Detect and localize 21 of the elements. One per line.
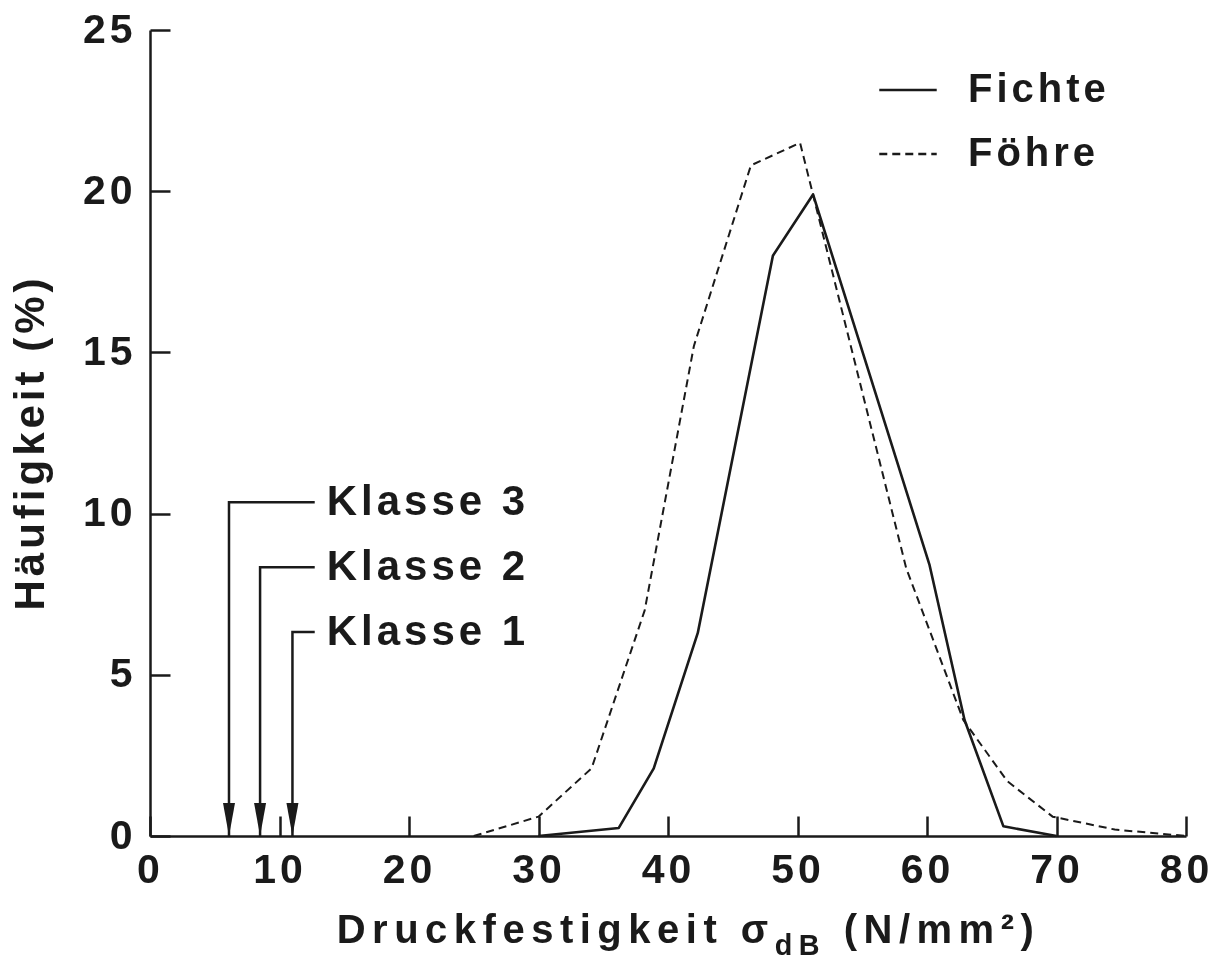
legend-label: Fichte: [968, 66, 1110, 110]
x-tick-label: 40: [641, 845, 696, 892]
legend-label: Föhre: [968, 130, 1100, 174]
y-tick-label: 0: [109, 811, 137, 858]
y-tick-label: 15: [82, 327, 137, 374]
ref-line-label: Klasse 2: [326, 542, 530, 590]
y-axis-title: Häufigkeit (%): [5, 274, 53, 611]
x-tick-label: 60: [900, 845, 955, 892]
x-tick-label: 10: [253, 845, 307, 892]
y-tick-label: 5: [109, 650, 137, 697]
ref-line-label: Klasse 3: [326, 477, 530, 525]
y-tick-label: 20: [82, 166, 137, 213]
x-tick-label: 70: [1030, 845, 1084, 892]
x-axis-title: Druckfestigkeit σ$_{dB}$ (N/mm²): [336, 906, 1041, 962]
x-tick-label: 20: [382, 845, 437, 892]
x-tick-label: 50: [771, 845, 825, 892]
y-tick-label: 10: [82, 489, 137, 536]
x-tick-label: 80: [1159, 845, 1214, 892]
y-tick-label: 25: [82, 5, 137, 52]
x-tick-label: 30: [512, 845, 566, 892]
ref-line-label: Klasse 1: [326, 607, 530, 655]
